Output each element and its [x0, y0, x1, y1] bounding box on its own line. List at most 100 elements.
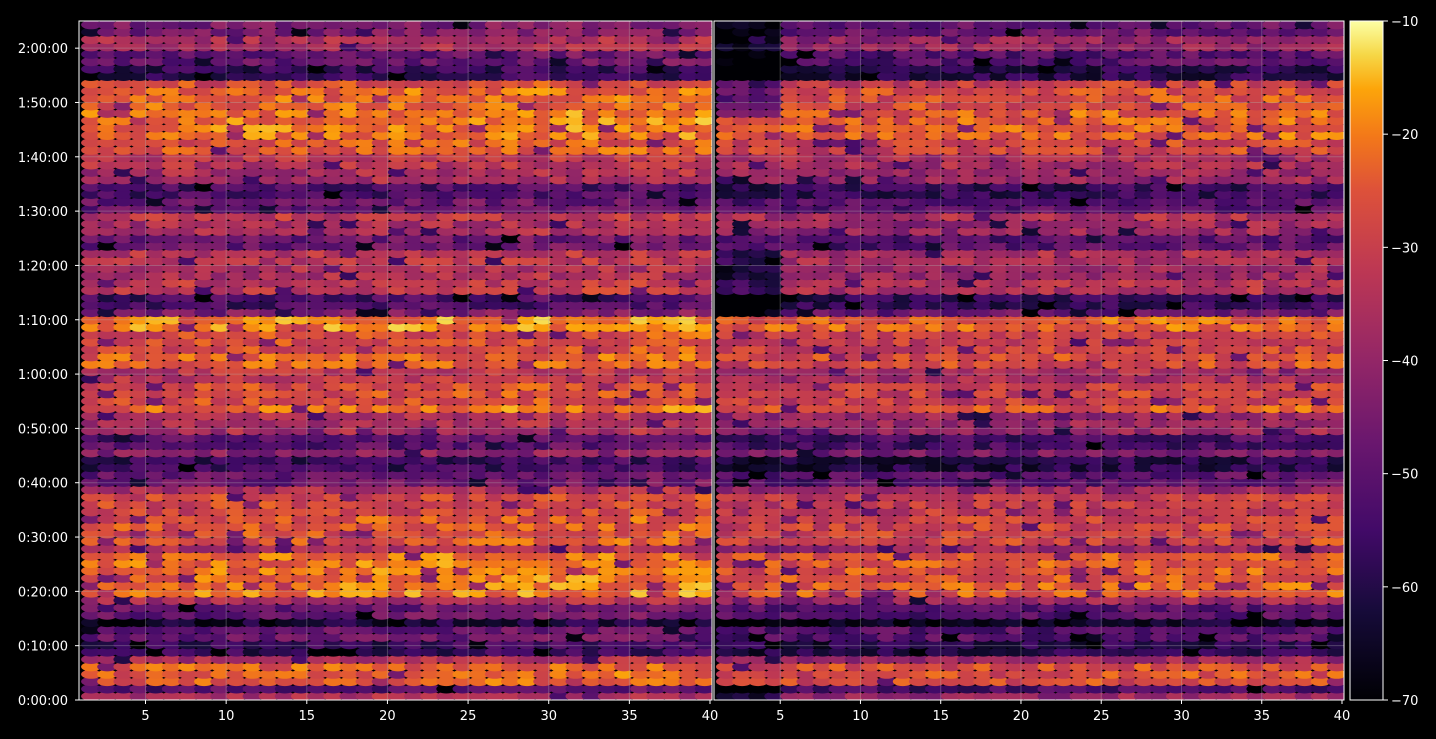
- heatmap-cell: [291, 448, 311, 458]
- heatmap-cell: [371, 278, 392, 288]
- heatmap-cell: [732, 558, 753, 569]
- heatmap-cell: [81, 241, 102, 251]
- heatmap-cell: [662, 123, 683, 133]
- heatmap-cell: [1262, 470, 1283, 480]
- heatmap-cell: [387, 204, 408, 214]
- heatmap-cell: [581, 49, 602, 59]
- heatmap-cell: [1182, 514, 1203, 524]
- heatmap-cell: [468, 108, 489, 118]
- heatmap-cell: [1037, 492, 1058, 502]
- heatmap-cell: [113, 595, 134, 606]
- heatmap-cell: [630, 71, 651, 81]
- heatmap-cell: [844, 522, 865, 532]
- heatmap-cell: [925, 610, 945, 620]
- heatmap-cell: [517, 617, 538, 628]
- heatmap-cell: [129, 182, 150, 192]
- heatmap-cell: [113, 610, 134, 620]
- heatmap-cell: [161, 49, 182, 59]
- heatmap-cell: [387, 21, 408, 30]
- heatmap-cell: [145, 152, 166, 163]
- heatmap-cell: [145, 138, 166, 148]
- heatmap-cell: [113, 603, 134, 613]
- heatmap-cell: [1085, 514, 1106, 524]
- heatmap-cell: [500, 676, 521, 687]
- heatmap-cell: [194, 691, 215, 700]
- heatmap-cell: [1214, 662, 1235, 672]
- heatmap-cell: [291, 581, 311, 591]
- heatmap-cell: [161, 507, 182, 517]
- heatmap-cell: [662, 617, 683, 628]
- heatmap-cell: [371, 418, 392, 428]
- heatmap-cell: [355, 108, 376, 118]
- heatmap-cell: [404, 381, 424, 391]
- heatmap-cell: [242, 197, 263, 207]
- heatmap-cell: [210, 418, 231, 428]
- heatmap-cell: [1262, 617, 1283, 628]
- heatmap-cell: [307, 367, 328, 377]
- heatmap-cell: [258, 175, 279, 185]
- heatmap-cell: [716, 536, 736, 546]
- heatmap-cell: [614, 522, 634, 532]
- heatmap-cell: [161, 640, 182, 650]
- heatmap-cell: [646, 499, 667, 509]
- heatmap-cell: [81, 610, 102, 620]
- heatmap-cell: [1214, 529, 1235, 539]
- heatmap-cell: [242, 588, 263, 598]
- heatmap-cell: [694, 477, 712, 487]
- heatmap-cell: [565, 189, 586, 199]
- heatmap-cell: [1326, 448, 1344, 458]
- heatmap-cell: [274, 101, 295, 111]
- heatmap-cell: [420, 662, 441, 672]
- heatmap-cell: [517, 595, 538, 606]
- heatmap-cell: [694, 617, 712, 628]
- heatmap-cell: [892, 588, 913, 598]
- heatmap-cell: [780, 669, 801, 679]
- heatmap-cell: [1294, 522, 1315, 532]
- heatmap-cell: [662, 588, 683, 598]
- heatmap-cell: [129, 389, 150, 399]
- heatmap-cell: [517, 116, 538, 126]
- heatmap-cell: [113, 632, 134, 642]
- heatmap-cell: [339, 514, 360, 524]
- heatmap-cell: [716, 691, 736, 700]
- heatmap-cell: [597, 396, 618, 406]
- heatmap-cell: [892, 536, 913, 546]
- heatmap-cell: [274, 470, 295, 480]
- heatmap-cell: [678, 558, 699, 569]
- heatmap-cell: [420, 684, 441, 694]
- heatmap-cell: [517, 684, 538, 694]
- heatmap-cell: [291, 138, 311, 148]
- heatmap-cell: [678, 130, 699, 140]
- heatmap-cell: [129, 654, 150, 665]
- heatmap-cell: [581, 248, 602, 259]
- heatmap-cell: [242, 256, 263, 266]
- heatmap-cell: [630, 27, 651, 37]
- heatmap-cell: [452, 581, 473, 591]
- heatmap-cell: [597, 440, 618, 450]
- heatmap-cell: [339, 640, 360, 650]
- heatmap-cell: [307, 440, 328, 450]
- heatmap-cell: [941, 455, 961, 465]
- heatmap-cell: [1246, 499, 1267, 509]
- heatmap-cell: [194, 647, 215, 657]
- heatmap-cell: [355, 359, 376, 369]
- heatmap-cell: [732, 676, 753, 687]
- heatmap-cell: [81, 684, 102, 694]
- heatmap-cell: [291, 116, 311, 126]
- heatmap-cell: [242, 662, 263, 672]
- heatmap-cell: [812, 440, 833, 450]
- heatmap-cell: [129, 145, 150, 155]
- heatmap-cell: [614, 617, 634, 628]
- heatmap-cell: [145, 573, 166, 583]
- heatmap-cell: [646, 322, 667, 332]
- heatmap-cell: [892, 691, 913, 700]
- heatmap-cell: [500, 691, 521, 700]
- heatmap-cell: [387, 455, 408, 465]
- heatmap-cell: [646, 359, 667, 369]
- heatmap-cell: [436, 625, 457, 635]
- heatmap-cell: [436, 581, 457, 591]
- heatmap-cell: [129, 337, 150, 347]
- heatmap-cell: [565, 485, 586, 495]
- heatmap-cell: [732, 440, 753, 450]
- heatmap-cell: [291, 389, 311, 399]
